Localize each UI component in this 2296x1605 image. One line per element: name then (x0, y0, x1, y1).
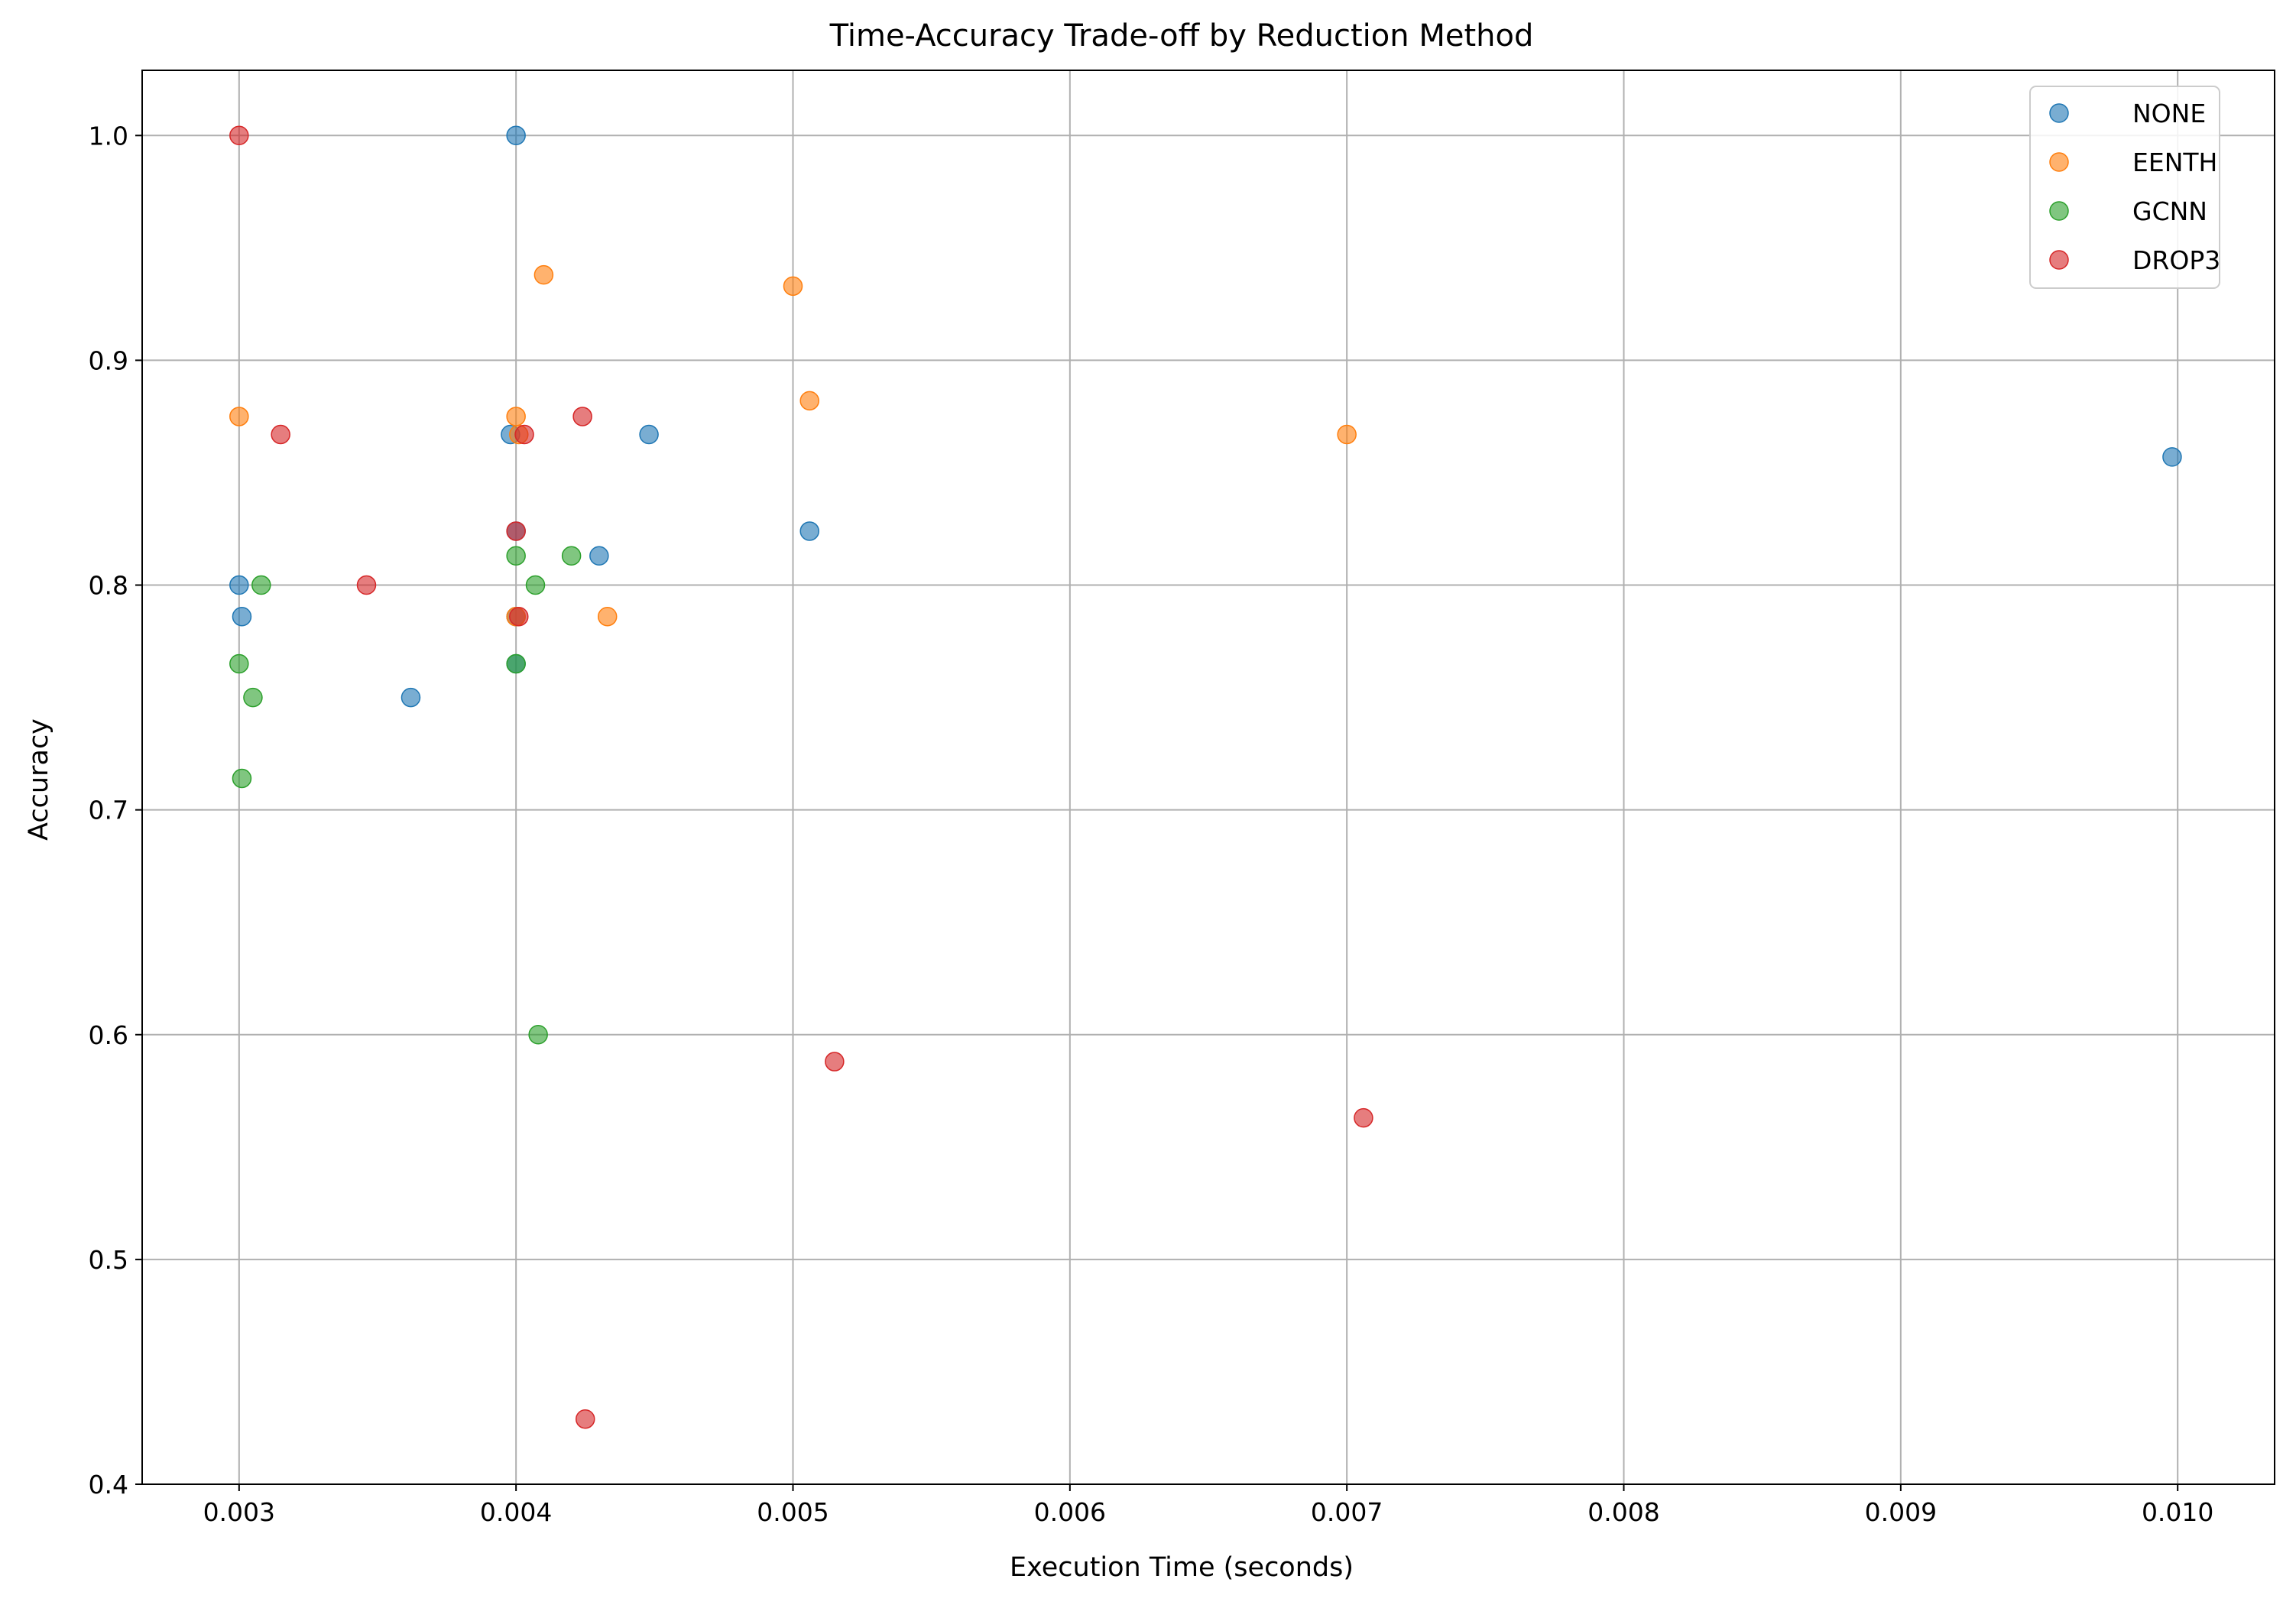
y-tick-label: 0.8 (89, 571, 128, 601)
axis-ticks: 0.003 0.004 0.005 0.006 0.007 0.008 0.009 0.010… (89, 121, 2214, 1527)
data-point (575, 1409, 595, 1429)
data-points (229, 125, 2182, 1429)
x-tick-label: 0.009 (1865, 1497, 1937, 1527)
data-point (229, 575, 249, 595)
data-point (799, 521, 819, 541)
legend-box (2029, 86, 2220, 289)
data-point (561, 546, 582, 566)
data-point (533, 264, 554, 285)
data-point (506, 125, 526, 146)
grid-lines (142, 70, 2275, 1485)
data-point (799, 391, 819, 411)
legend-label: GCNN (2132, 196, 2207, 226)
data-point (506, 521, 526, 541)
data-point (2162, 447, 2182, 467)
data-point (528, 1025, 548, 1045)
data-point (229, 407, 249, 426)
legend-label: EENTH (2132, 148, 2217, 177)
y-tick-label: 1.0 (89, 121, 128, 151)
data-point (509, 606, 529, 627)
y-tick-label: 0.7 (89, 796, 128, 825)
data-point (639, 424, 659, 445)
x-tick-label: 0.004 (480, 1497, 552, 1527)
x-tick-label: 0.003 (203, 1497, 275, 1527)
data-point (506, 407, 526, 426)
legend-marker (2049, 152, 2069, 172)
data-point (514, 424, 534, 445)
data-point (1337, 424, 1357, 445)
y-tick-label: 0.4 (89, 1470, 128, 1500)
data-point (229, 653, 249, 674)
x-tick-label: 0.006 (1034, 1497, 1106, 1527)
legend-label: NONE (2132, 99, 2206, 128)
data-point (825, 1052, 845, 1072)
data-point (356, 575, 377, 595)
data-point (232, 606, 252, 627)
y-tick-label: 0.5 (89, 1245, 128, 1275)
data-point (271, 424, 290, 445)
legend-marker (2049, 201, 2069, 221)
data-point (589, 546, 609, 566)
series-gcnn (229, 546, 582, 1045)
y-axis-label: Accuracy (24, 718, 54, 841)
legend-label: DROP3 (2132, 245, 2220, 275)
data-point (506, 546, 526, 566)
data-point (401, 687, 421, 708)
data-point (525, 575, 546, 595)
series-drop3 (229, 125, 1373, 1429)
data-point (243, 687, 263, 708)
data-point (783, 276, 803, 297)
data-point (1354, 1107, 1373, 1128)
y-tick-label: 0.6 (89, 1020, 128, 1050)
data-point (572, 407, 592, 426)
y-tick-label: 0.9 (89, 345, 128, 375)
x-tick-label: 0.008 (1587, 1497, 1659, 1527)
data-point (597, 606, 618, 627)
legend-marker (2049, 250, 2069, 270)
legend: NONE EENTH GCNN DROP3 (2029, 86, 2220, 289)
data-point (506, 653, 526, 674)
legend-marker (2049, 103, 2069, 123)
x-tick-label: 0.007 (1311, 1497, 1383, 1527)
data-point (232, 768, 252, 789)
chart-title: Time-Accuracy Trade-off by Reduction Met… (829, 18, 1534, 54)
data-point (251, 575, 271, 595)
plot-frame (141, 70, 2275, 1485)
x-tick-label: 0.005 (757, 1497, 829, 1527)
data-point (229, 125, 249, 146)
x-axis-label: Execution Time (seconds) (1010, 1552, 1354, 1583)
x-tick-label: 0.010 (2142, 1497, 2213, 1527)
